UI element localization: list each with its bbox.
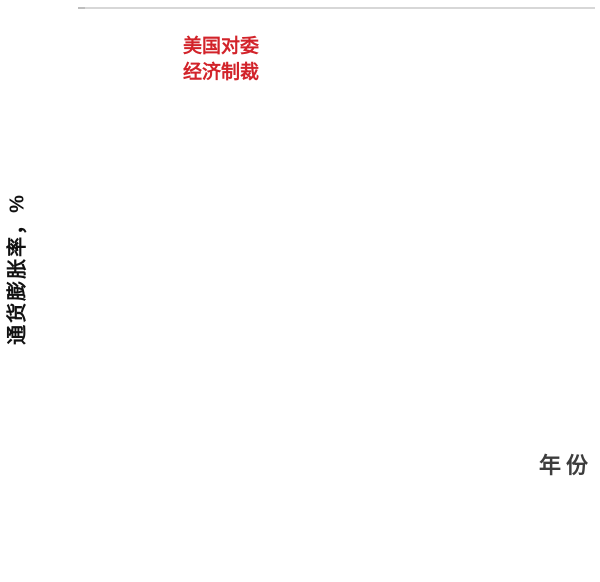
sanction-annotation-line2: 经济制裁 xyxy=(182,62,260,83)
sanction-annotation: 美国对委 经济制裁 xyxy=(183,34,259,86)
sanction-annotation-line1: 美国对委 xyxy=(182,36,260,57)
x-axis-label: 年份 xyxy=(538,453,594,478)
y-axis-title: 通货膨胀率，% xyxy=(6,193,29,345)
